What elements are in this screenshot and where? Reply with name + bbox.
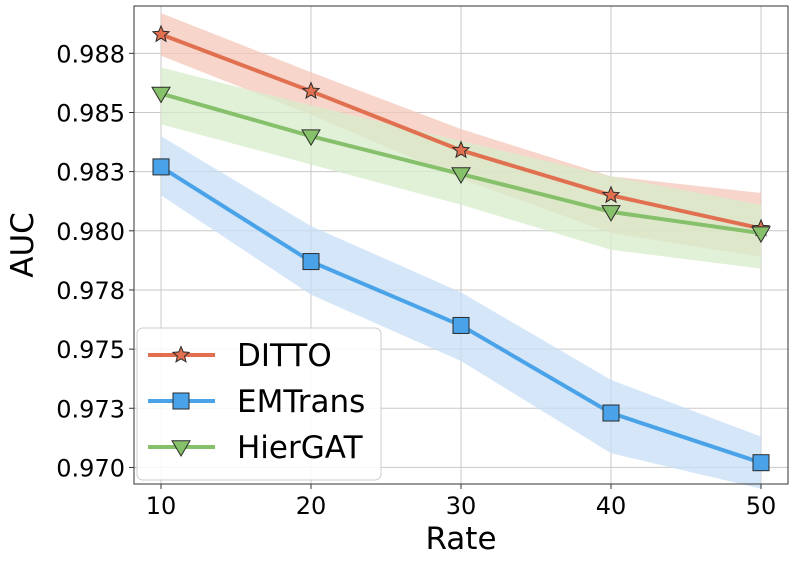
y-tick-label: 0.983 bbox=[56, 159, 125, 187]
y-tick-label: 0.988 bbox=[56, 40, 125, 68]
legend-label-emtrans: EMTrans bbox=[237, 384, 365, 420]
x-axis-label: Rate bbox=[425, 521, 496, 557]
ditto-point bbox=[151, 24, 171, 43]
emtrans-point bbox=[602, 404, 620, 422]
emtrans-confidence-band bbox=[161, 136, 761, 489]
series-markers bbox=[151, 24, 771, 472]
ditto-point bbox=[301, 81, 321, 100]
legend-label-hiergat: HierGAT bbox=[237, 430, 364, 466]
y-axis-ticks: 0.970 0.973 0.975 0.978 0.980 0.983 0.985 0.988 bbox=[56, 40, 134, 482]
legend-marker-emtrans bbox=[172, 392, 190, 410]
legend-marker-hiergat bbox=[171, 440, 191, 457]
hiergat-point bbox=[751, 226, 771, 244]
x-axis-ticks: 10 20 30 40 50 bbox=[146, 484, 777, 520]
y-tick-label: 0.970 bbox=[56, 454, 125, 482]
emtrans-point bbox=[302, 253, 320, 271]
legend: DITTO EMTrans HierGAT bbox=[136, 327, 382, 481]
ditto-point bbox=[451, 140, 471, 159]
x-tick-label: 40 bbox=[596, 492, 627, 520]
emtrans-point bbox=[152, 158, 170, 176]
hiergat-point bbox=[451, 167, 471, 184]
y-tick-label: 0.973 bbox=[56, 395, 125, 423]
y-tick-label: 0.980 bbox=[56, 218, 125, 246]
legend-box bbox=[136, 327, 382, 481]
y-tick-label: 0.975 bbox=[56, 336, 125, 364]
hiergat-point bbox=[151, 86, 171, 104]
x-tick-label: 20 bbox=[296, 492, 327, 520]
y-tick-label: 0.978 bbox=[56, 277, 125, 305]
legend-marker-ditto bbox=[171, 345, 191, 363]
x-tick-label: 50 bbox=[746, 492, 777, 520]
y-axis-label: AUC bbox=[5, 212, 41, 278]
y-tick-label: 0.985 bbox=[56, 99, 125, 127]
hiergat-point bbox=[601, 205, 621, 222]
emtrans-point bbox=[752, 454, 770, 472]
x-tick-label: 10 bbox=[146, 492, 177, 520]
ditto-point bbox=[601, 185, 621, 204]
x-tick-label: 30 bbox=[446, 492, 477, 520]
legend-label-ditto: DITTO bbox=[237, 338, 332, 374]
emtrans-point bbox=[452, 316, 470, 334]
hiergat-point bbox=[301, 129, 321, 147]
